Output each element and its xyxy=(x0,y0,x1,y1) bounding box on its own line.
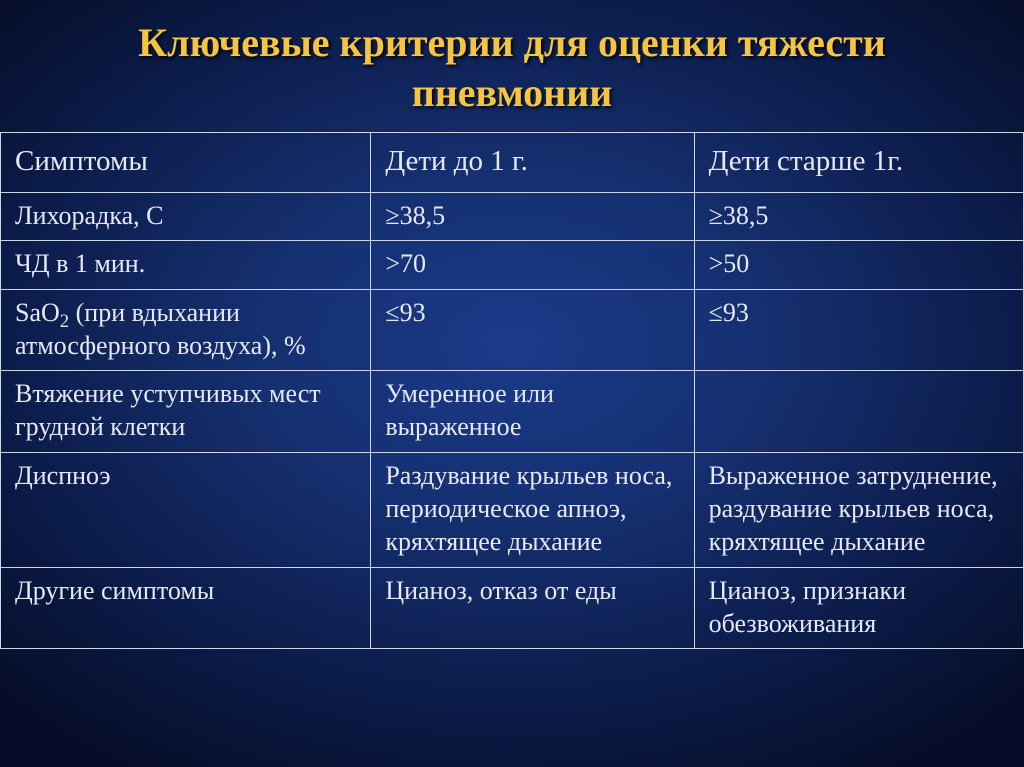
table-cell: Цианоз, отказ от еды xyxy=(371,567,694,649)
criteria-table: Симптомы Дети до 1 г. Дети старше 1г. Ли… xyxy=(0,132,1024,649)
table-cell: Лихорадка, С xyxy=(1,193,371,241)
table-cell: >50 xyxy=(694,241,1023,289)
table-cell: Выраженное затруднение, раздувание крыль… xyxy=(694,452,1023,567)
table-cell: Умеренное или выраженное xyxy=(371,371,694,453)
slide-title: Ключевые критерии для оценки тяжести пне… xyxy=(0,0,1024,132)
table-header-row: Симптомы Дети до 1 г. Дети старше 1г. xyxy=(1,133,1024,193)
table-cell: Другие симптомы xyxy=(1,567,371,649)
table-cell: SaO2 (при вдыхании атмосферного воздуха)… xyxy=(1,289,371,371)
table-row: SaO2 (при вдыхании атмосферного воздуха)… xyxy=(1,289,1024,371)
slide: Ключевые критерии для оценки тяжести пне… xyxy=(0,0,1024,767)
table-cell: >70 xyxy=(371,241,694,289)
table-cell: Диспноэ xyxy=(1,452,371,567)
table-cell: ≥38,5 xyxy=(694,193,1023,241)
table-cell: Раздувание крыльев носа, периодическое а… xyxy=(371,452,694,567)
table-row: Другие симптомы Цианоз, отказ от еды Циа… xyxy=(1,567,1024,649)
table-cell: Втяжение уступчивых мест грудной клетки xyxy=(1,371,371,453)
column-header: Дети старше 1г. xyxy=(694,133,1023,193)
table-cell: ЧД в 1 мин. xyxy=(1,241,371,289)
column-header: Дети до 1 г. xyxy=(371,133,694,193)
table-cell: ≤93 xyxy=(694,289,1023,371)
column-header: Симптомы xyxy=(1,133,371,193)
table-cell: Цианоз, признаки обезвоживания xyxy=(694,567,1023,649)
table-cell: ≤93 xyxy=(371,289,694,371)
table-row: Втяжение уступчивых мест грудной клетки … xyxy=(1,371,1024,453)
table-row: ЧД в 1 мин. >70 >50 xyxy=(1,241,1024,289)
table-row: Диспноэ Раздувание крыльев носа, периоди… xyxy=(1,452,1024,567)
table-cell xyxy=(694,371,1023,453)
table-cell: ≥38,5 xyxy=(371,193,694,241)
table-row: Лихорадка, С ≥38,5 ≥38,5 xyxy=(1,193,1024,241)
